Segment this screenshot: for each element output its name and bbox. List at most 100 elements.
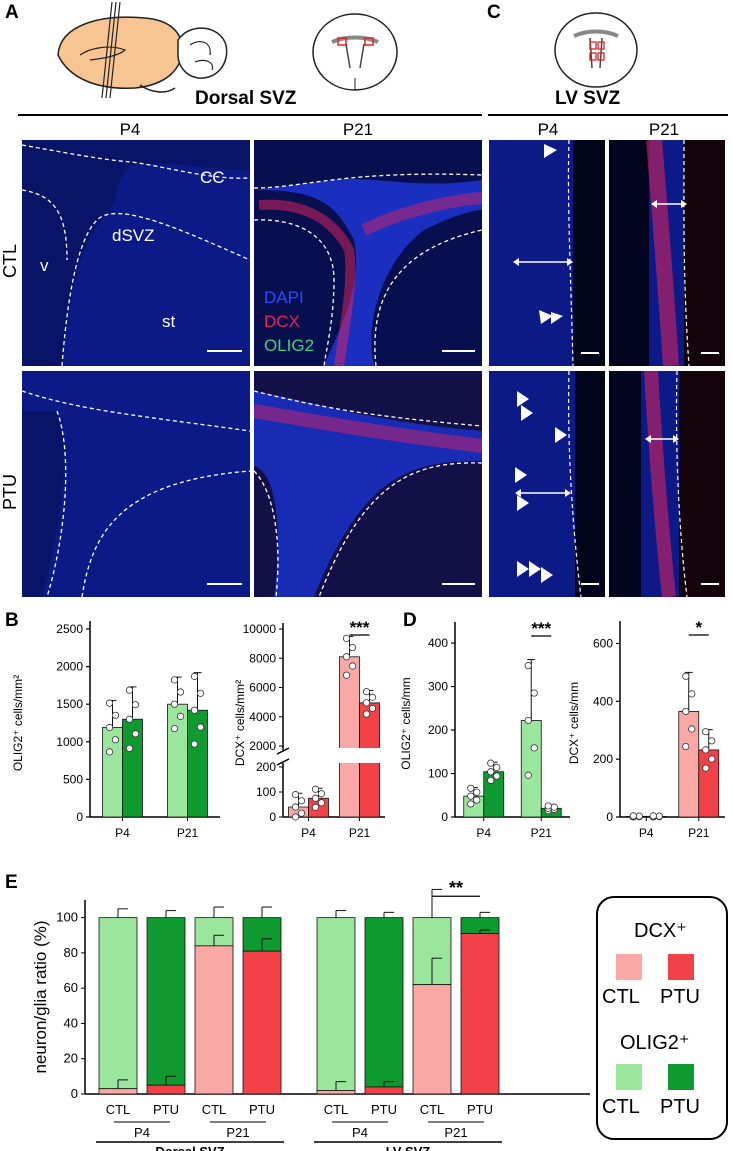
row-label-ctl: CTL xyxy=(0,243,20,278)
region-label-cc: CC xyxy=(200,168,225,187)
channel-label-olig2: OLIG2 xyxy=(264,336,315,355)
panel-label-b: B xyxy=(5,610,19,631)
e-xtick-label: CTL xyxy=(202,1102,227,1117)
lv-svz-title: LV SVZ xyxy=(555,88,621,109)
e-group-label: P4 xyxy=(134,1125,150,1140)
e-bar-dcx xyxy=(146,1084,186,1095)
B-right-data-point xyxy=(291,813,300,821)
B-right-data-point xyxy=(317,790,326,798)
B-left-data-point xyxy=(190,740,199,748)
legend-olig-ptu-label: PTU xyxy=(660,1096,700,1118)
B-left-ytick-label: 1500 xyxy=(56,697,83,711)
B-right-ytick-label: 0 xyxy=(269,810,276,824)
panel-label-c: C xyxy=(487,2,501,23)
B-right-data-point xyxy=(348,643,357,652)
micrograph-c-ptu-p4 xyxy=(489,371,605,597)
e-bar-olig2 xyxy=(98,917,138,1090)
D-left-data-point xyxy=(487,768,495,776)
D-left-data-point xyxy=(530,744,538,752)
e-ytick-label: 60 xyxy=(64,980,78,995)
B-left-data-point xyxy=(176,688,185,696)
legend-swatch-dcx-ptu xyxy=(668,954,694,980)
B-left-data-point xyxy=(105,699,114,707)
B-left-data-point xyxy=(111,711,120,719)
B-left-bar xyxy=(167,703,188,818)
D-left-ylabel: OLIG2⁺ cells/mm xyxy=(399,677,413,769)
D-left-data-point xyxy=(524,771,532,779)
B-right-data-point xyxy=(311,794,320,802)
D-right-sig-label: * xyxy=(695,618,702,637)
legend-olig-ctl-label: CTL xyxy=(602,1096,640,1118)
D-right-xtick-label: P21 xyxy=(688,826,710,840)
B-left-data-point xyxy=(170,676,179,684)
e-sig-label: ** xyxy=(449,878,463,898)
B-left-data-point xyxy=(176,712,185,720)
B-right-ytick-label: 4000 xyxy=(249,710,276,724)
col-header-c-p4: P4 xyxy=(537,120,559,139)
B-right-axis-break xyxy=(276,758,290,766)
B-right-axis-break xyxy=(276,747,290,755)
sagittal-brain-schematic xyxy=(57,1,228,99)
col-header-a-p4: P4 xyxy=(119,120,141,139)
e-bar-dcx xyxy=(460,933,500,1095)
B-right-xtick-label: P4 xyxy=(301,826,316,840)
e-bar-olig2 xyxy=(364,917,404,1088)
B-right-data-point xyxy=(348,662,357,670)
B-right-data-point xyxy=(362,688,371,696)
e-bar-dcx xyxy=(316,1090,356,1095)
D-right-data-point xyxy=(708,737,716,745)
D-left-data-point xyxy=(467,784,475,792)
dorsal-svz-rule xyxy=(18,114,482,116)
D-left-ytick-label: 200 xyxy=(428,723,448,737)
B-left-ytick-label: 2500 xyxy=(56,622,83,636)
D-left-xtick-label: P4 xyxy=(476,826,491,840)
D-right-data-point xyxy=(708,755,716,763)
D-right-data-point xyxy=(688,690,696,698)
D-left-data-point xyxy=(493,772,501,780)
B-right-data-point xyxy=(317,799,326,807)
micrograph-c-ctl-p4 xyxy=(489,140,605,366)
e-xtick-label: CTL xyxy=(420,1102,445,1117)
D-left-data-point xyxy=(473,788,481,796)
legend-dcx-title: DCX⁺ xyxy=(634,920,687,942)
B-left-data-point xyxy=(196,689,205,697)
region-label-dsvz: dSVZ xyxy=(112,226,155,245)
D-left-bar xyxy=(520,720,542,818)
e-xtick-label: CTL xyxy=(106,1102,131,1117)
D-right-data-point xyxy=(682,742,690,751)
B-right-data-point xyxy=(291,791,300,799)
D-left-data-point xyxy=(550,803,558,811)
B-right-data-point xyxy=(368,693,377,701)
B-left-data-point xyxy=(190,672,199,680)
channel-label-dapi: DAPI xyxy=(264,288,304,307)
D-right-data-point xyxy=(688,725,696,733)
e-xtick-label: PTU xyxy=(371,1102,397,1117)
D-left-sig-label: *** xyxy=(531,619,551,638)
B-right-data-point xyxy=(311,803,320,811)
D-right-ytick-label: 600 xyxy=(593,636,613,650)
e-xtick-label: PTU xyxy=(467,1102,493,1117)
D-right-data-point xyxy=(649,812,657,820)
D-left-data-point xyxy=(524,662,532,670)
D-left-ytick-label: 100 xyxy=(428,767,448,781)
e-xtick-label: PTU xyxy=(153,1102,179,1117)
D-left-data-point xyxy=(487,759,495,767)
panel-label-a: A xyxy=(5,2,19,23)
e-ytick-label: 20 xyxy=(64,1051,78,1066)
micrograph-ptu-p21 xyxy=(254,371,482,597)
e-bar-olig2 xyxy=(316,917,356,1091)
B-right-ytick-label: 2000 xyxy=(249,739,276,753)
D-right-data-point xyxy=(702,746,710,754)
D-left-data-point xyxy=(544,802,552,810)
legend-dcx-ptu-label: PTU xyxy=(660,986,700,1008)
e-region-label: LV-SVZ xyxy=(386,1144,431,1151)
e-bar-dcx xyxy=(98,1088,138,1095)
legend-swatch-dcx-ctl xyxy=(616,954,642,980)
B-right-xtick-label: P21 xyxy=(349,826,371,840)
micrograph-ctl-p21: DAPI DCX OLIG2 xyxy=(254,140,482,366)
B-right-data-point xyxy=(362,710,371,718)
B-right-ytick-label: 6000 xyxy=(249,681,276,695)
B-right-data-point xyxy=(362,699,371,707)
D-left-data-point xyxy=(530,689,538,697)
e-xtick-label: PTU xyxy=(249,1102,275,1117)
